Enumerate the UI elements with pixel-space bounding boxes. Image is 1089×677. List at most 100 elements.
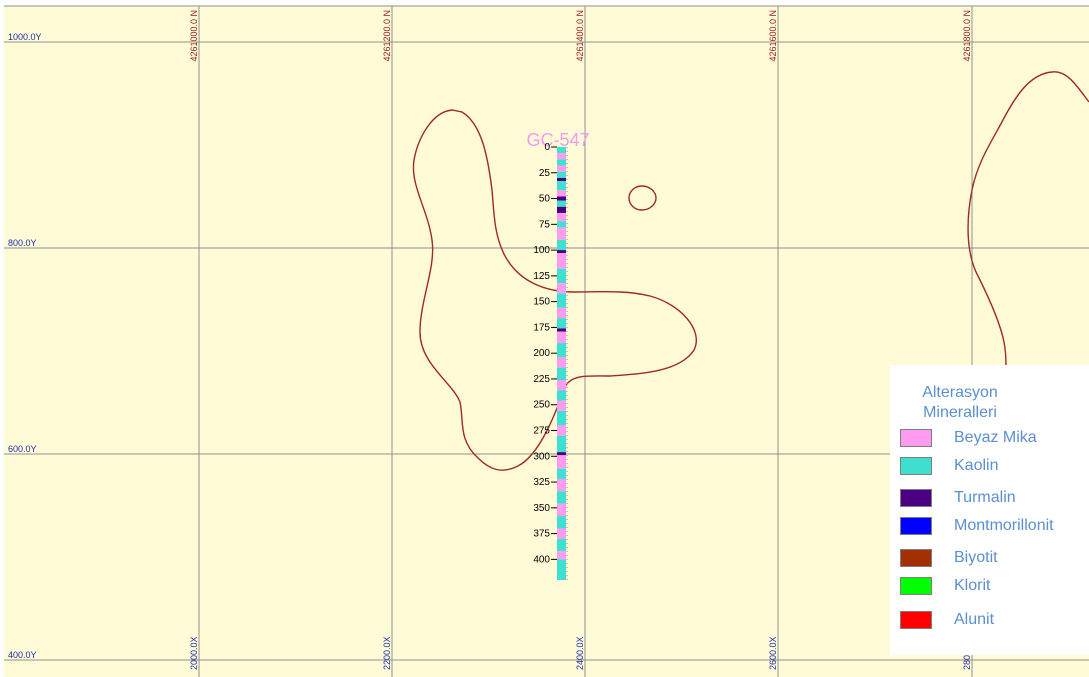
depth-tick-label: 200 [533, 348, 550, 359]
easting-label: 2600.0X [768, 636, 778, 670]
depth-tick-label: 350 [533, 503, 550, 514]
drillhole-interval[interactable] [557, 159, 566, 166]
elevation-label: 1000.0Y [8, 32, 42, 42]
drillhole-interval[interactable] [557, 250, 566, 254]
drillhole-interval[interactable] [557, 177, 566, 182]
elevation-label: 800.0Y [8, 238, 37, 248]
drillhole-interval[interactable] [557, 452, 566, 456]
legend-title: Alterasyon Mineralleri [890, 383, 1030, 423]
drillhole-interval[interactable] [557, 425, 566, 436]
elevation-label: 400.0Y [8, 650, 37, 660]
legend-panel: Alterasyon Mineralleri Beyaz Mika Kaolin… [890, 365, 1089, 655]
legend-swatch-montmorillonit [900, 517, 932, 535]
drillhole-interval[interactable] [557, 503, 566, 517]
depth-tick-label: 50 [539, 194, 551, 205]
drillhole-interval[interactable] [557, 206, 566, 213]
drillhole-interval[interactable] [557, 516, 566, 529]
drillhole-interval[interactable] [557, 331, 566, 343]
legend-swatch-beyaz-mika [900, 429, 932, 447]
drillhole-interval[interactable] [557, 190, 566, 197]
depth-tick-label: 375 [533, 529, 550, 540]
northing-label: 4261000.0 N [189, 10, 199, 62]
legend-label-biyotit: Biyotit [954, 549, 998, 566]
drillhole-interval[interactable] [557, 379, 566, 391]
alteration-contour-main [412, 109, 697, 471]
depth-tick-label: 225 [533, 374, 550, 385]
depth-tick-label: 0 [544, 142, 550, 153]
drillhole-interval[interactable] [557, 200, 566, 207]
drillhole-interval[interactable] [557, 239, 566, 251]
depth-tick-label: 250 [533, 400, 550, 411]
easting-label: 2400.0X [575, 636, 585, 670]
drillhole-interval[interactable] [557, 293, 566, 308]
legend-label-kaolin: Kaolin [954, 457, 999, 474]
legend-swatch-klorit [900, 577, 932, 595]
drillhole-interval[interactable] [557, 283, 566, 294]
legend-title-line2: Mineralleri [923, 404, 997, 421]
drillhole-interval[interactable] [557, 357, 566, 368]
easting-label: 2800. [962, 647, 972, 670]
drillhole-interval[interactable] [557, 165, 566, 172]
drillhole-interval[interactable] [557, 342, 566, 358]
northing-label: 4261400.0 N [575, 10, 585, 62]
drillhole-interval[interactable] [557, 196, 566, 201]
depth-tick-label: 300 [533, 451, 550, 462]
drillhole-interval[interactable] [557, 253, 566, 269]
depth-tick-label: 175 [533, 322, 550, 333]
drillhole-interval[interactable] [557, 390, 566, 401]
drillhole-interval[interactable] [557, 212, 566, 222]
drillhole-interval[interactable] [557, 528, 566, 539]
drillhole-log[interactable] [557, 147, 566, 580]
drillhole-interval[interactable] [557, 171, 566, 178]
depth-scale: 0 25 50 75 100 125 150 175 200 225 250 275 300 325 350… [533, 142, 557, 565]
depth-tick-label: 25 [539, 168, 551, 179]
drillhole-interval[interactable] [557, 268, 566, 284]
depth-tick-label: 325 [533, 477, 550, 488]
drillhole-interval[interactable] [557, 400, 566, 411]
depth-tick-label: 400 [533, 554, 550, 565]
drillhole-interval[interactable] [557, 147, 566, 154]
alteration-contour-small [628, 185, 657, 211]
drillhole-interval[interactable] [557, 491, 566, 504]
easting-label: 2000.0X [189, 636, 199, 670]
drillhole-interval[interactable] [557, 227, 566, 240]
depth-tick-label: 125 [533, 271, 550, 282]
drillhole-interval[interactable] [557, 307, 566, 319]
legend-swatch-alunit [900, 611, 932, 629]
legend-title-line1: Alterasyon [922, 384, 998, 401]
legend-label-alunit: Alunit [954, 611, 995, 628]
northing-label: 4261600.0 N [768, 10, 778, 62]
legend-label-beyaz-mika: Beyaz Mika [954, 429, 1037, 446]
drillhole-interval[interactable] [557, 455, 566, 469]
drillhole-interval[interactable] [557, 435, 566, 453]
northing-label: 4261200.0 N [382, 10, 392, 62]
drillhole-interval[interactable] [557, 328, 566, 332]
legend-swatch-turmalin [900, 489, 932, 507]
legend-label-montmorillonit: Montmorillonit [954, 517, 1054, 534]
drillhole-name: GC-547 [526, 130, 589, 150]
depth-tick-label: 150 [533, 297, 550, 308]
depth-tick-label: 100 [533, 245, 550, 256]
alteration-contour-east [967, 71, 1089, 367]
drillhole-interval[interactable] [557, 367, 566, 380]
legend-swatch-biyotit [900, 549, 932, 567]
depth-tick-label: 275 [533, 426, 550, 437]
northing-label: 4261800.0 N [962, 10, 972, 62]
drillhole-interval[interactable] [557, 559, 566, 580]
drillhole-interval[interactable] [557, 221, 566, 228]
depth-tick-label: 75 [539, 219, 551, 230]
drillhole-interval[interactable] [557, 153, 566, 160]
drillhole-interval[interactable] [557, 478, 566, 492]
legend-swatch-kaolin [900, 457, 932, 475]
legend-label-klorit: Klorit [954, 577, 991, 594]
drillhole-interval[interactable] [557, 181, 566, 191]
drillhole-interval[interactable] [557, 468, 566, 479]
legend-label-turmalin: Turmalin [954, 489, 1016, 506]
grid-lines: 4261000.0 N 2000.0X 4261200.0 N 2200.0X 4261… [4, 6, 1089, 677]
elevation-label: 600.0Y [8, 444, 37, 454]
drillhole-interval[interactable] [557, 538, 566, 552]
drillhole-interval[interactable] [557, 318, 566, 329]
drillhole-interval[interactable] [557, 551, 566, 560]
drillhole-interval[interactable] [557, 410, 566, 426]
